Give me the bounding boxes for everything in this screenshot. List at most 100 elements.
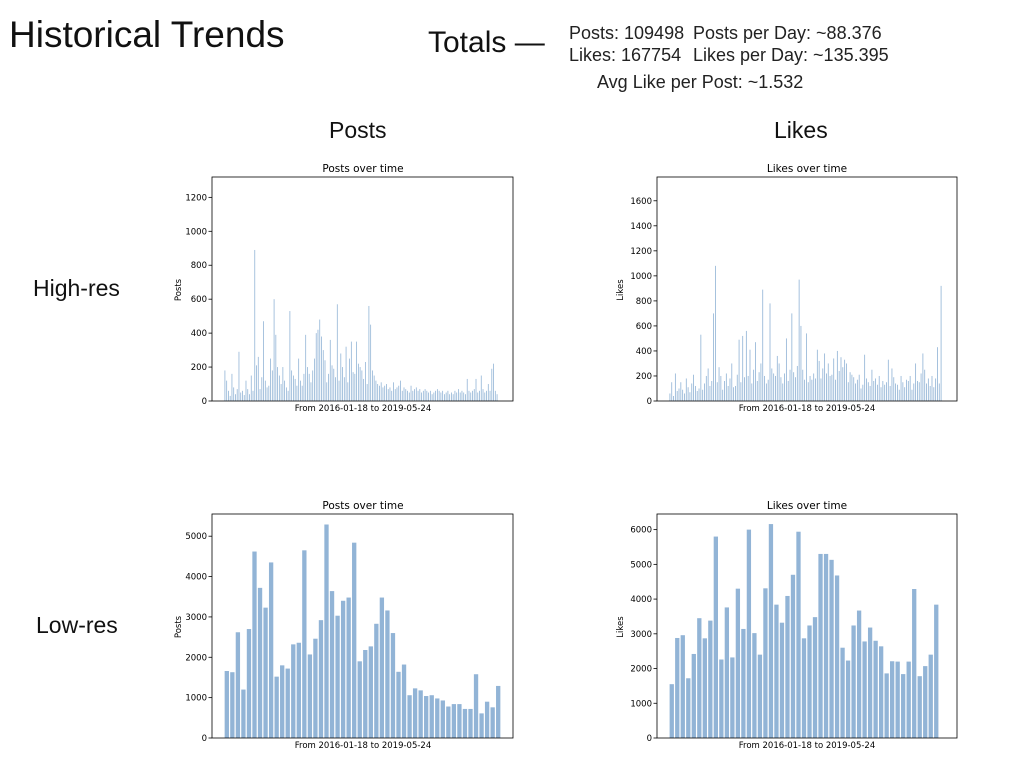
- bar: [401, 664, 407, 738]
- bar: [489, 390, 491, 401]
- bar: [277, 367, 278, 401]
- bar: [490, 707, 495, 738]
- bar: [241, 689, 246, 738]
- bar: [335, 377, 336, 401]
- bar: [680, 382, 682, 401]
- bar: [736, 374, 738, 401]
- bar: [350, 341, 352, 401]
- bar: [862, 641, 867, 738]
- bar: [496, 685, 501, 738]
- bar: [484, 392, 486, 401]
- y-tick-label: 800: [191, 261, 207, 271]
- bar: [357, 661, 362, 738]
- bar: [307, 367, 308, 401]
- bar: [891, 368, 893, 401]
- column-heading-likes: Likes: [774, 117, 828, 143]
- y-tick-label: 1000: [630, 699, 652, 709]
- y-tick-label: 200: [636, 372, 652, 382]
- bar: [372, 370, 373, 401]
- bar: [826, 373, 827, 401]
- bar: [291, 644, 296, 738]
- bar: [368, 305, 370, 401]
- bar: [740, 382, 742, 401]
- bar: [912, 589, 917, 738]
- bar: [310, 382, 312, 401]
- bar: [864, 354, 866, 401]
- bar: [414, 389, 415, 401]
- likes-total: Likes: 167754: [569, 45, 682, 65]
- bar: [451, 392, 452, 401]
- bar: [307, 654, 313, 738]
- bar: [479, 713, 484, 738]
- bar: [278, 375, 280, 401]
- bar: [831, 374, 833, 401]
- bar: [745, 330, 747, 401]
- bar: [685, 378, 687, 401]
- bar: [722, 389, 724, 401]
- bar: [765, 383, 767, 401]
- bar: [782, 383, 784, 401]
- y-tick-label: 0: [647, 734, 652, 744]
- bar: [254, 249, 256, 401]
- bar: [424, 389, 426, 401]
- bar: [271, 370, 273, 401]
- bar: [303, 373, 305, 401]
- bar: [851, 374, 853, 401]
- bar: [860, 388, 862, 401]
- bar: [678, 388, 680, 401]
- bar: [370, 324, 372, 401]
- bar: [352, 372, 354, 401]
- bar: [494, 390, 496, 401]
- y-tick-label: 1200: [185, 193, 207, 203]
- bars-group: [224, 249, 498, 401]
- bar: [373, 375, 375, 401]
- bar: [407, 390, 408, 401]
- bar: [898, 389, 900, 401]
- bar: [477, 392, 479, 401]
- bar: [811, 379, 813, 401]
- bar: [235, 632, 241, 738]
- bar: [333, 368, 335, 401]
- bar: [680, 635, 685, 738]
- y-tick-label: 0: [202, 397, 207, 407]
- y-tick-label: 1200: [630, 247, 652, 257]
- bar: [296, 385, 298, 401]
- bar: [449, 394, 451, 401]
- bar: [774, 604, 779, 738]
- bar: [704, 383, 705, 401]
- bar: [473, 389, 475, 401]
- bar: [904, 387, 906, 401]
- bar: [324, 360, 326, 401]
- bar: [308, 373, 310, 401]
- bar: [261, 377, 263, 401]
- bar: [291, 370, 293, 401]
- bar: [751, 383, 753, 401]
- bar: [935, 378, 937, 401]
- bar: [354, 373, 356, 401]
- bar: [780, 377, 782, 401]
- avg-like-per-post: Avg Like per Post: ~1.532: [597, 72, 804, 92]
- bar: [245, 380, 247, 401]
- bar: [895, 661, 900, 738]
- bar: [382, 387, 384, 401]
- bar: [440, 700, 445, 738]
- bar: [934, 604, 939, 738]
- bar: [796, 531, 801, 738]
- bar: [366, 384, 368, 401]
- bar: [938, 383, 940, 401]
- bar: [446, 706, 451, 738]
- bar: [702, 638, 707, 738]
- bar: [424, 696, 429, 738]
- bar: [389, 387, 391, 401]
- bar: [422, 390, 424, 401]
- plot-frame: [656, 176, 958, 402]
- bar: [335, 615, 340, 738]
- bar: [893, 377, 895, 401]
- y-tick-label: 2000: [185, 653, 207, 663]
- bar: [875, 378, 876, 401]
- y-tick-label: 600: [636, 322, 652, 332]
- bar: [429, 695, 434, 738]
- y-tick-label: 3000: [630, 630, 652, 640]
- chart-title: Posts over time: [322, 500, 403, 512]
- bar: [364, 361, 366, 401]
